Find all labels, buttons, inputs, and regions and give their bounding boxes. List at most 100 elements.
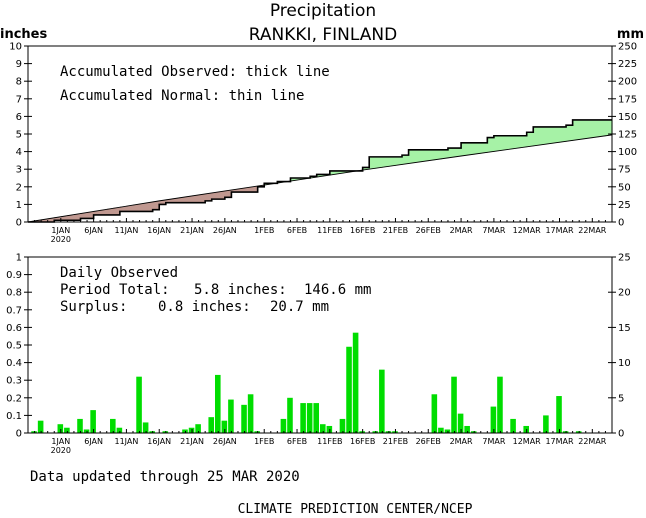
left-unit-label: inches xyxy=(0,27,47,42)
daily-bar xyxy=(90,410,96,433)
accumulated-xtick-label: 12MAR xyxy=(513,226,542,235)
accumulated-ytick-label-left: 9 xyxy=(16,59,22,70)
accumulated-fill xyxy=(28,119,613,222)
accumulated-fill-segment xyxy=(54,217,62,221)
daily-bar xyxy=(379,369,385,433)
accumulated-fill-segment xyxy=(369,156,377,169)
accumulated-fill-segment xyxy=(434,149,442,160)
accumulated-ytick-label-right: 200 xyxy=(618,77,637,88)
accumulated-fill-segment xyxy=(592,119,600,138)
accumulated-axes: 0123456789100255075100125150175200225250… xyxy=(9,42,637,245)
accumulated-fill-segment xyxy=(67,215,75,221)
accumulated-fill-segment xyxy=(585,119,593,139)
daily-bar xyxy=(346,346,352,433)
daily-ytick-label-right: 20 xyxy=(618,288,631,299)
accumulated-fill-segment xyxy=(100,209,108,215)
daily-xtick-label: 17MAR xyxy=(545,437,574,446)
daily-xtick-year: 2020 xyxy=(51,446,71,455)
accumulated-ytick-label-left: 2 xyxy=(16,182,22,193)
accumulated-fill-segment xyxy=(237,188,246,193)
accumulated-xtick-label: 17MAR xyxy=(545,226,574,235)
daily-bar xyxy=(457,413,464,433)
daily-ytick-label-left: 0 xyxy=(16,429,22,440)
accumulated-fill-segment xyxy=(605,119,613,136)
accumulated-fill-segment xyxy=(461,142,469,156)
daily-bar xyxy=(280,418,287,433)
accumulated-fill-segment xyxy=(526,132,534,147)
accumulated-fill-segment xyxy=(480,142,488,153)
accumulated-xtick-label: 16FEB xyxy=(350,226,375,235)
daily-ytick-label-left: 0.4 xyxy=(6,358,22,369)
accumulated-xtick-label: 22MAR xyxy=(578,226,607,235)
accumulated-xtick-label: 7MAR xyxy=(482,226,505,235)
accumulated-fill-segment xyxy=(244,187,252,193)
accumulated-fill-segment xyxy=(513,135,521,149)
daily-axes: 00.10.20.30.40.50.60.70.80.9105101520251… xyxy=(6,253,631,456)
daily-ytick-label-left: 0.8 xyxy=(6,288,22,299)
accumulated-ytick-label-right: 25 xyxy=(618,200,631,211)
accumulated-fill-segment xyxy=(362,167,370,170)
accumulated-xtick-label: 2MAR xyxy=(450,226,473,235)
surplus-inches: 0.8 inches: xyxy=(158,299,251,315)
accumulated-fill-segment xyxy=(139,203,147,212)
daily-xtick-label: 6JAN xyxy=(84,437,103,446)
daily-bar xyxy=(241,404,247,433)
daily-xtick-label: 12MAR xyxy=(513,437,542,446)
accumulated-ytick-label-left: 3 xyxy=(16,165,22,176)
accumulated-ytick-label-left: 5 xyxy=(16,130,22,141)
accumulated-fill-segment xyxy=(165,199,173,203)
daily-bar xyxy=(300,403,306,433)
accumulated-fill-segment xyxy=(388,156,397,166)
accumulated-ytick-label-left: 4 xyxy=(16,147,22,158)
accumulated-xtick-label: 11FEB xyxy=(317,226,342,235)
surplus-label: Surplus: xyxy=(60,299,127,315)
daily-xtick-label: 6FEB xyxy=(287,437,307,446)
accumulated-fill-segment xyxy=(316,174,324,177)
accumulated-ytick-label-right: 225 xyxy=(618,59,637,70)
daily-xtick-label: 2MAR xyxy=(450,437,473,446)
accumulated-fill-segment xyxy=(408,149,416,164)
period-total-inches: 5.8 inches: xyxy=(194,282,287,298)
accumulated-fill-segment xyxy=(152,201,160,210)
accumulated-fill-segment xyxy=(113,207,121,215)
accumulated-fill-segment xyxy=(382,156,390,167)
accumulated-fill-segment xyxy=(395,156,403,165)
accumulated-fill-segment xyxy=(487,137,495,152)
accumulated-fill-segment xyxy=(520,135,528,148)
normal-note: Accumulated Normal: thin line xyxy=(60,88,304,104)
credit-text: CLIMATE PREDICTION CENTER/NCEP xyxy=(238,502,473,517)
daily-bar xyxy=(313,403,320,433)
accumulated-xtick-label: 26JAN xyxy=(213,226,237,235)
accumulated-fill-segment xyxy=(342,170,351,173)
accumulated-fill-segment xyxy=(73,214,82,221)
observed-accumulated-line xyxy=(28,119,612,223)
accumulated-ytick-label-left: 8 xyxy=(16,77,22,88)
daily-bar xyxy=(221,420,228,433)
accumulated-ytick-label-right: 100 xyxy=(618,147,637,158)
daily-xtick-label: 26FEB xyxy=(416,437,441,446)
daily-panel: 00.10.20.30.40.50.60.70.80.9105101520251… xyxy=(6,253,631,456)
accumulated-ytick-label-left: 0 xyxy=(16,218,22,229)
accumulated-fill-segment xyxy=(428,149,436,161)
daily-bar xyxy=(136,376,142,433)
daily-bar xyxy=(208,417,215,433)
period-total-label: Period Total: xyxy=(60,282,170,298)
accumulated-fill-segment xyxy=(533,126,541,146)
daily-bar xyxy=(320,424,326,433)
accumulated-fill-segment xyxy=(500,135,508,151)
accumulated-fill-segment xyxy=(185,196,193,203)
daily-bar xyxy=(510,418,516,433)
daily-bar xyxy=(352,332,359,433)
daily-bar xyxy=(306,403,313,433)
accumulated-fill-segment xyxy=(80,213,88,219)
daily-ytick-label-left: 0.1 xyxy=(6,411,22,422)
accumulated-fill-segment xyxy=(119,206,128,212)
daily-bar xyxy=(77,418,83,433)
daily-ytick-label-left: 0.3 xyxy=(6,376,22,387)
accumulated-ytick-label-left: 1 xyxy=(16,200,22,211)
daily-xtick-label: 7MAR xyxy=(482,437,505,446)
accumulated-fill-segment xyxy=(231,189,239,193)
station-name: RANKKI, FINLAND xyxy=(249,25,397,45)
accumulated-fill-segment xyxy=(47,218,55,222)
accumulated-ytick-label-right: 250 xyxy=(618,42,637,53)
